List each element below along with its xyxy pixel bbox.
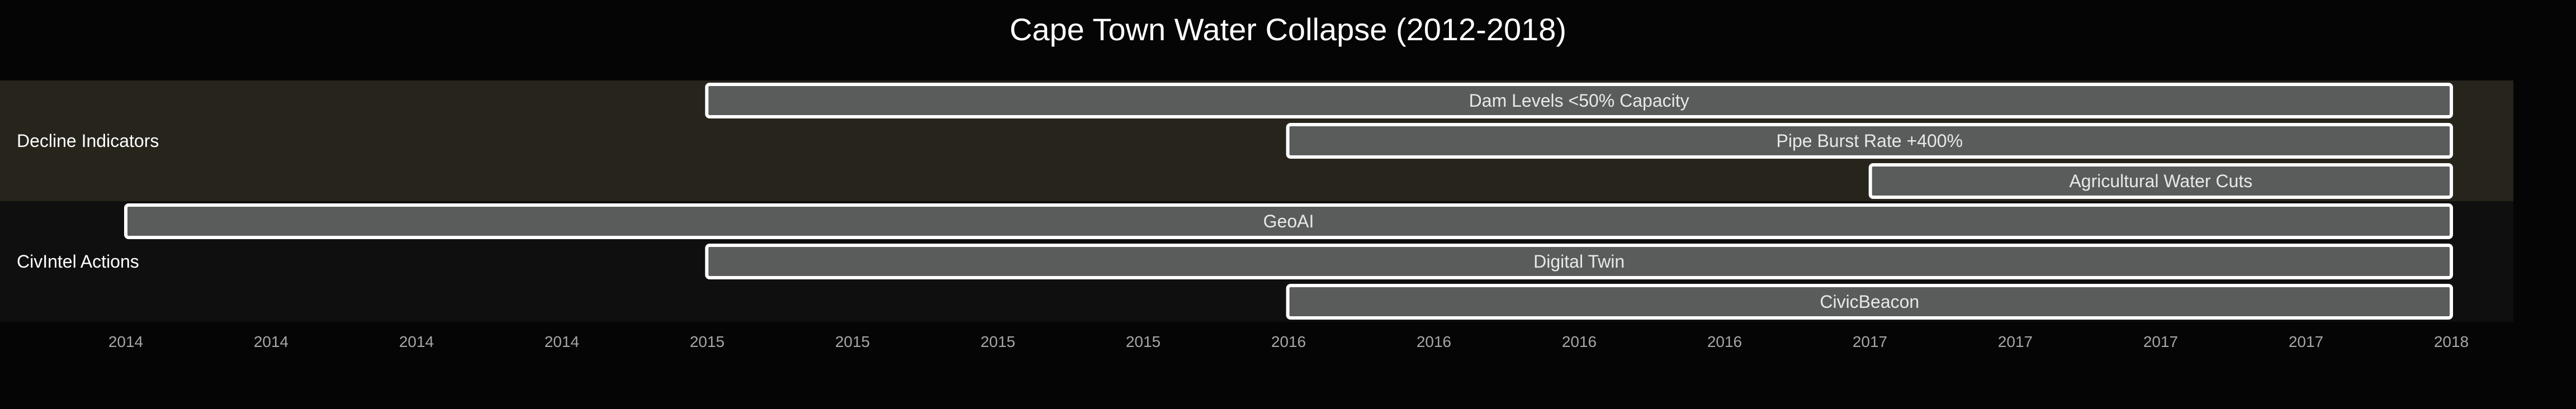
task-label: Dam Levels <50% Capacity xyxy=(1469,91,1689,111)
section-labels: Decline Indicators CivIntel Actions xyxy=(17,131,159,272)
x-tick-label: 2016 xyxy=(1271,333,1306,350)
task-bar xyxy=(124,203,2453,239)
task-bar xyxy=(705,244,2454,279)
task-label: Pipe Burst Rate +400% xyxy=(1777,131,1963,151)
x-tick-label: 2014 xyxy=(399,333,434,350)
x-tick-label: 2014 xyxy=(254,333,288,350)
task-bar xyxy=(1286,284,2453,320)
task-label: Digital Twin xyxy=(1533,251,1625,272)
section-label: CivIntel Actions xyxy=(17,251,139,272)
chart-title: Cape Town Water Collapse (2012-2018) xyxy=(1010,12,1566,47)
x-tick-label: 2017 xyxy=(2143,333,2178,350)
x-tick-label: 2018 xyxy=(2434,333,2469,350)
task-label: CivicBeacon xyxy=(1820,292,1919,312)
task-bar xyxy=(1286,123,2453,159)
x-tick-label: 2017 xyxy=(2289,333,2323,350)
x-tick-label: 2014 xyxy=(108,333,143,350)
task-bars: Dam Levels <50% Capacity Pipe Burst Rate … xyxy=(124,83,2454,320)
x-tick-label: 2015 xyxy=(835,333,870,350)
section-label: Decline Indicators xyxy=(17,131,159,151)
x-tick-label: 2016 xyxy=(1707,333,1742,350)
task-label: GeoAI xyxy=(1263,211,1314,231)
x-tick-label: 2016 xyxy=(1417,333,1451,350)
x-tick-label: 2015 xyxy=(1126,333,1161,350)
x-tick-label: 2017 xyxy=(1998,333,2033,350)
x-tick-label: 2015 xyxy=(981,333,1015,350)
x-tick-label: 2016 xyxy=(1562,333,1597,350)
x-tick-label: 2017 xyxy=(1853,333,1887,350)
task-bar xyxy=(705,83,2454,118)
x-axis-ticks: 2014 2014 2014 2014 2015 2015 2015 2015 2016 2016… xyxy=(108,333,2469,350)
task-label: Agricultural Water Cuts xyxy=(2069,171,2252,191)
x-tick-label: 2014 xyxy=(544,333,579,350)
task-bar xyxy=(1868,163,2454,199)
x-tick-label: 2015 xyxy=(690,333,724,350)
